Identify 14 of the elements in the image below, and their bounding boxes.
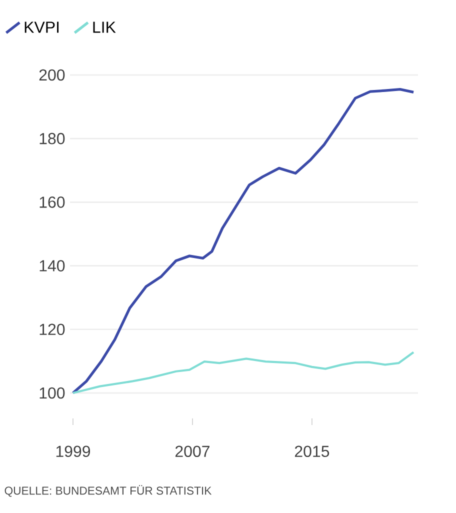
x-tick-label: 1999 [56, 446, 90, 458]
legend-label: LIK [93, 22, 116, 33]
legend-label: KVPI [24, 22, 59, 33]
y-tick-label: 140 [40, 260, 65, 272]
x-tick-label: 2015 [294, 446, 330, 458]
line-series [72, 88, 415, 394]
y-tick-label: 160 [40, 196, 65, 208]
y-tick-label: 180 [40, 132, 65, 144]
y-tick-label: 200 [39, 69, 65, 81]
y-tick-label: 120 [40, 324, 65, 336]
line-series [72, 351, 415, 394]
x-tick-label: 2007 [175, 446, 210, 458]
y-tick-label: 100 [40, 387, 65, 399]
source-note: QUELLE: BUNDESAMT FÜR STATISTIK [4, 485, 212, 497]
